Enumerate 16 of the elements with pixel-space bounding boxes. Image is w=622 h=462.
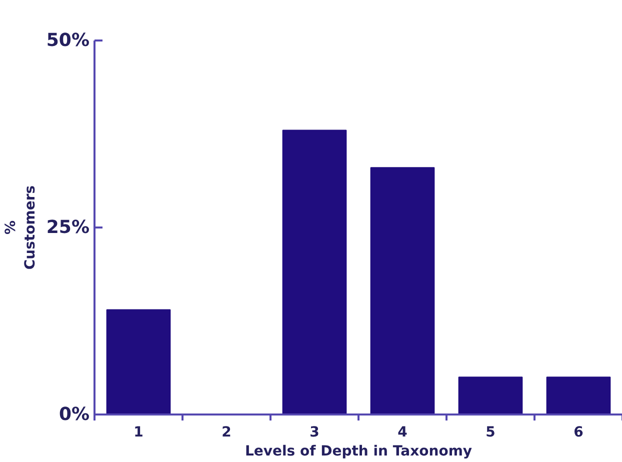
y-tick-label: 25% [46,217,90,238]
y-tick-label: 0% [58,404,90,425]
bar [282,130,347,414]
x-tick-label: 5 [486,424,496,440]
x-tick-label: 6 [574,424,584,440]
x-tick-label: 2 [222,424,232,440]
y-axis-title: % Customers [3,185,38,270]
x-tick-label: 1 [134,424,144,440]
bar [106,309,171,414]
bar [458,376,523,414]
x-tick-label: 3 [310,424,320,440]
y-tick-label: 50% [46,30,90,51]
x-tick-label: 4 [398,424,408,440]
bar [370,167,435,414]
bar [546,376,611,414]
x-axis-title: Levels of Depth in Taxonomy [244,444,472,460]
